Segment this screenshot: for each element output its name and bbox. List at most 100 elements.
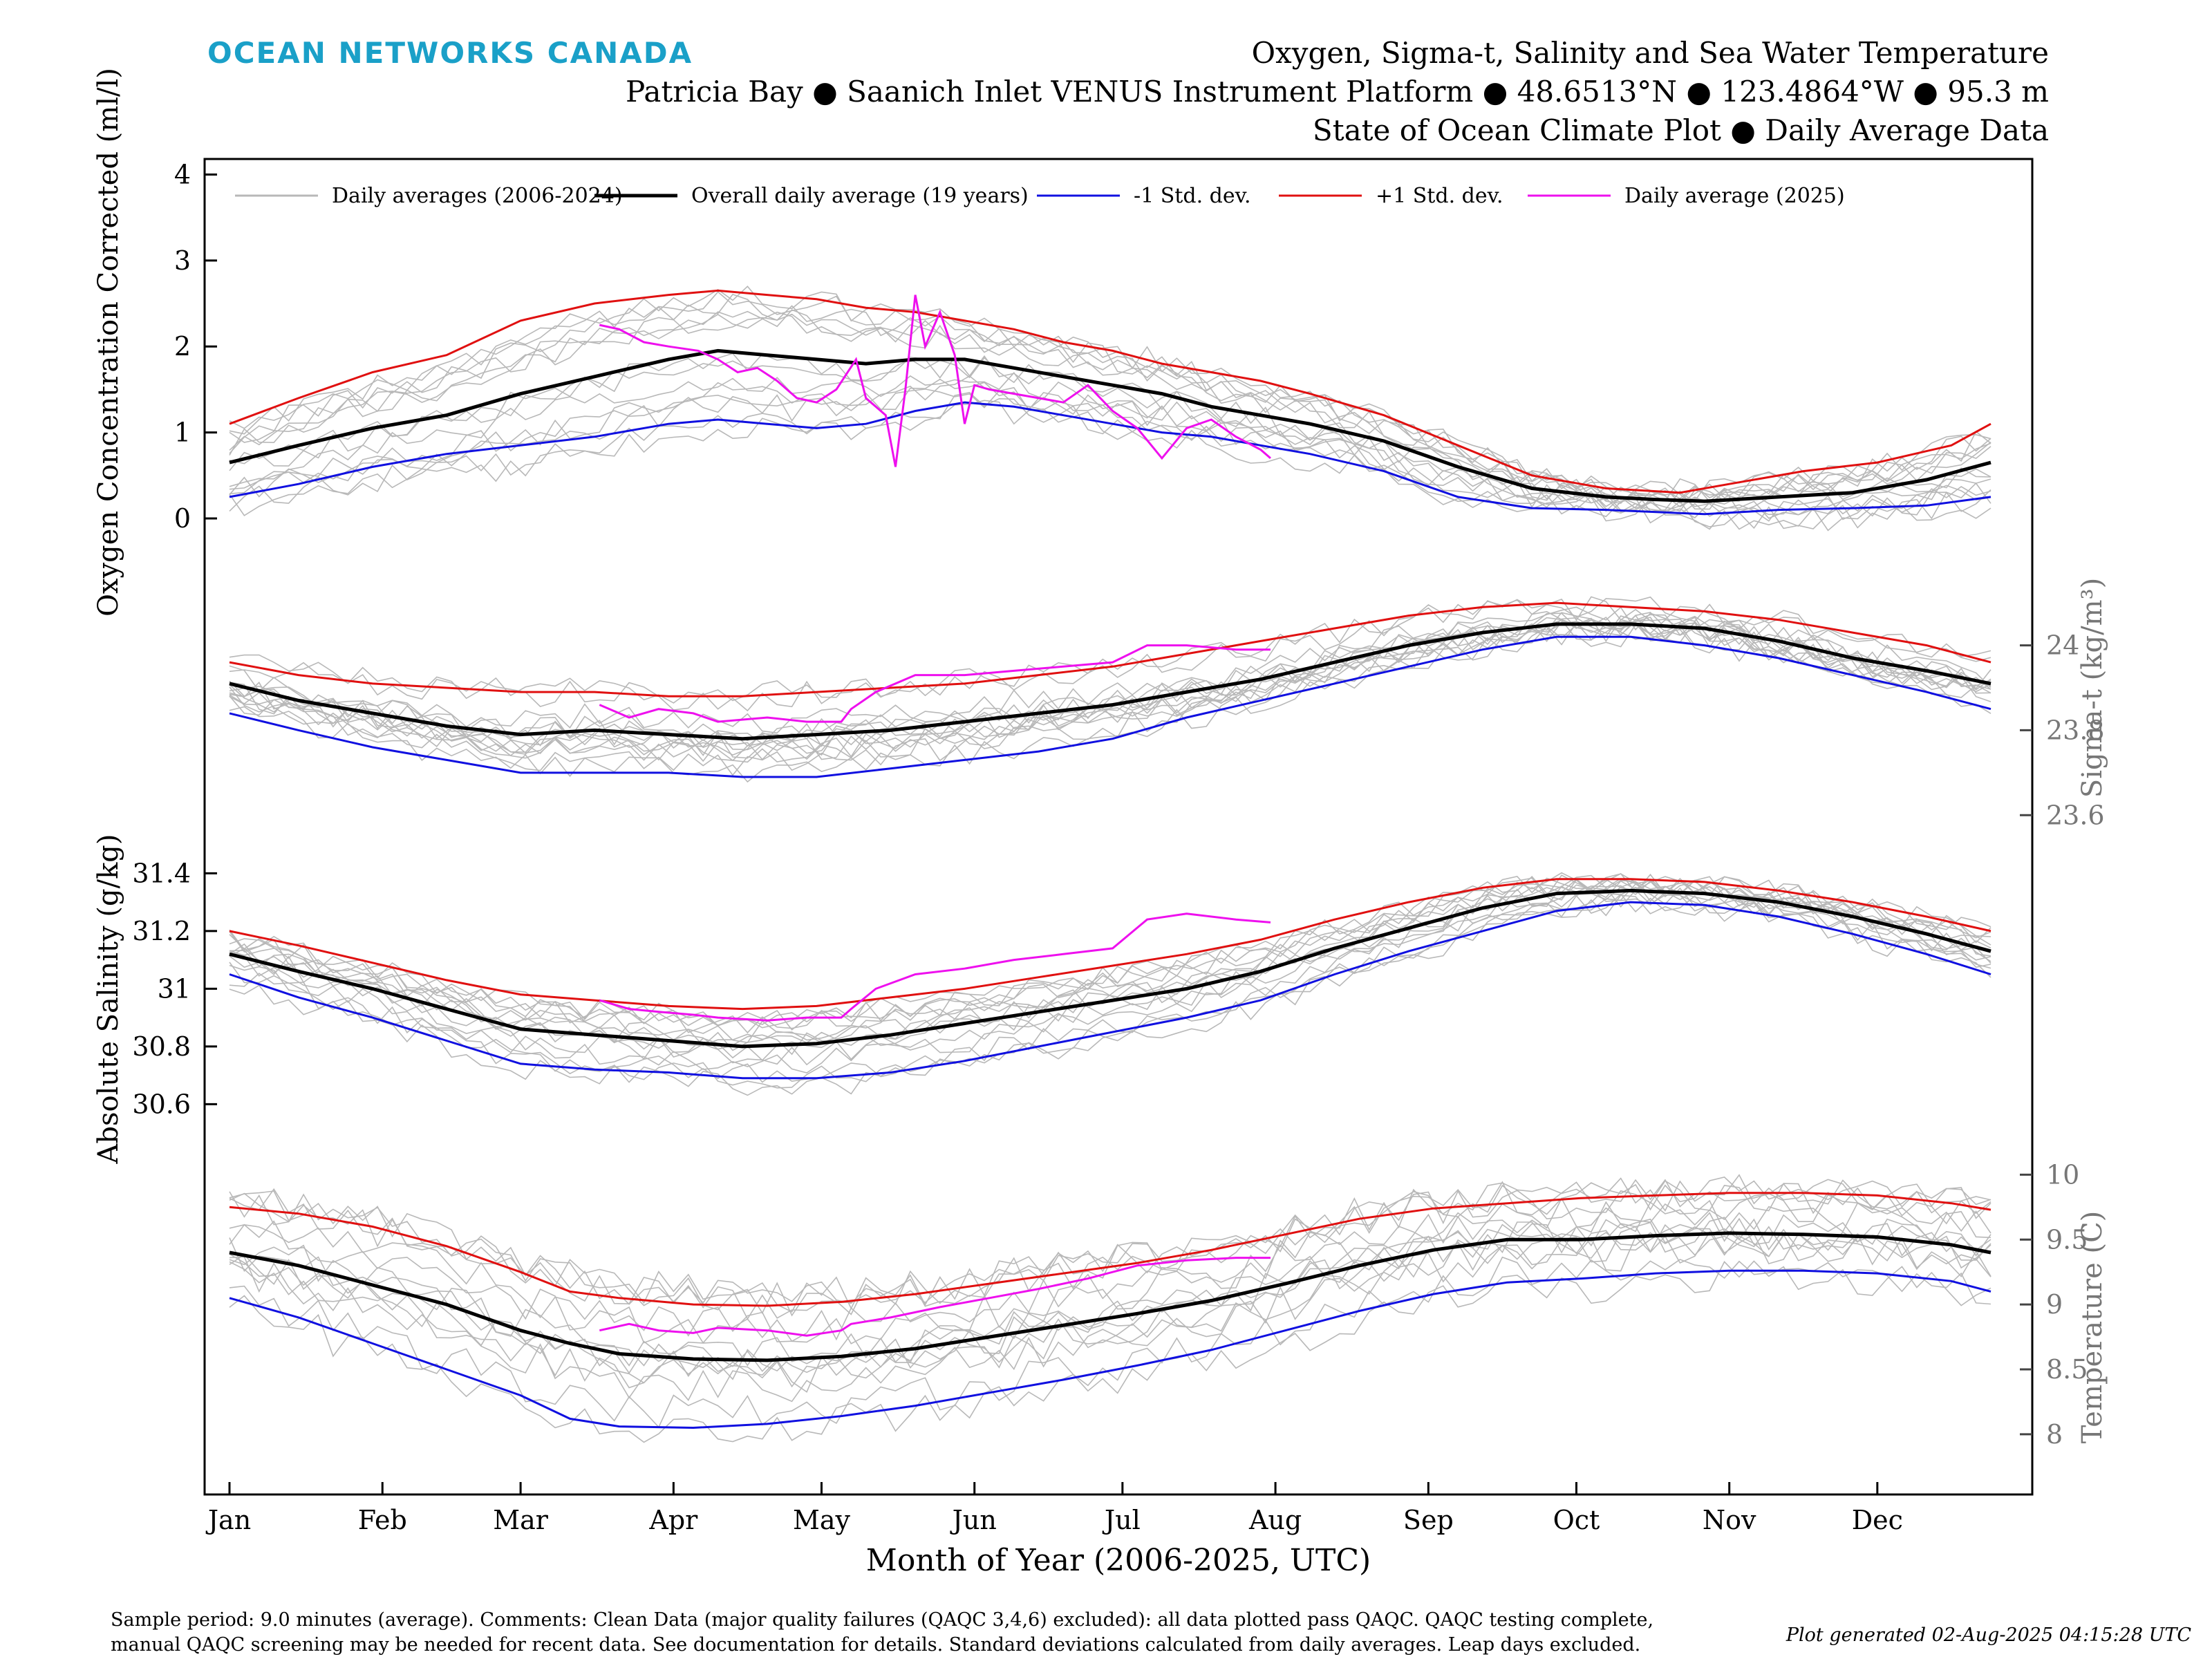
historical-series-oxygen — [229, 291, 1991, 502]
y-tick-label: 9 — [2046, 1289, 2063, 1320]
historical-series-oxygen — [229, 372, 1991, 516]
y-tick-label: 10 — [2046, 1159, 2079, 1190]
y-tick-label: 3 — [174, 245, 191, 276]
historical-series-salinity — [229, 894, 1991, 1096]
generated-timestamp: Plot generated 02-Aug-2025 04:15:28 UTC — [1785, 1624, 2191, 1646]
historical-series-oxygen — [229, 309, 1991, 504]
chart-subtitle: State of Ocean Climate Plot ● Daily Aver… — [1312, 113, 2049, 147]
x-tick-label: Mar — [493, 1505, 549, 1535]
current-year-line-oxygen — [599, 294, 1271, 467]
y-tick-label: 23.6 — [2046, 800, 2105, 830]
historical-series-salinity — [229, 878, 1991, 1047]
historical-series-temperature — [229, 1218, 1991, 1374]
historical-series-oxygen — [229, 400, 1991, 532]
historical-series-oxygen — [229, 392, 1991, 529]
historical-series-temperature — [229, 1212, 1991, 1367]
historical-series-oxygen — [229, 353, 1991, 513]
y-axis-label-sigma-t: Sigma-t (kg/m³) — [2077, 578, 2108, 798]
historical-series-salinity — [229, 887, 1991, 1074]
y-tick-label: 23.8 — [2046, 715, 2105, 745]
historical-series-temperature — [229, 1192, 1991, 1342]
y-tick-label: 2 — [174, 331, 191, 362]
y-axis-label-oxygen: Oxygen Concentration Corrected (ml/l) — [93, 68, 124, 617]
x-tick-label: Sep — [1403, 1505, 1454, 1535]
historical-series-sigma-t — [229, 612, 1991, 744]
minus-sd-line-salinity — [229, 901, 1991, 1080]
legend-label: +1 Std. dev. — [1376, 184, 1503, 208]
x-tick-label: Aug — [1248, 1505, 1302, 1535]
chart-location: Patricia Bay ● Saanich Inlet VENUS Instr… — [625, 75, 2049, 109]
y-axis-label-temperature: Temperature (C) — [2077, 1211, 2108, 1444]
minus-sd-line-temperature — [229, 1269, 1991, 1430]
legend-label: Daily average (2025) — [1624, 184, 1845, 208]
plus-sd-line-temperature — [229, 1192, 1991, 1307]
x-tick-label: Nov — [1703, 1505, 1756, 1535]
legend-label: Daily averages (2006-2024) — [332, 184, 623, 208]
y-tick-label: 4 — [174, 159, 191, 189]
historical-series-salinity — [229, 879, 1991, 1051]
minus-sd-line-oxygen — [229, 401, 1991, 516]
historical-series-oxygen — [229, 293, 1991, 500]
historical-series-oxygen — [229, 285, 1991, 503]
historical-series-salinity — [229, 880, 1991, 1056]
y-tick-label: 30.6 — [132, 1089, 191, 1119]
x-axis-label: Month of Year (2006-2025, UTC) — [866, 1543, 1371, 1578]
x-tick-label: Oct — [1553, 1505, 1600, 1535]
x-tick-label: May — [793, 1505, 851, 1535]
plus-sd-line-salinity — [229, 878, 1991, 1011]
panel-salinity: 30.6 30.8 31 31.2 31.4 Absolute Salinity (g/k… — [93, 834, 1991, 1165]
mean-line-salinity — [229, 888, 1991, 1049]
current-year-line-temperature — [599, 1257, 1271, 1337]
y-tick-label: 31.4 — [132, 858, 191, 888]
footer-note-line1: Sample period: 9.0 minutes (average). Co… — [111, 1609, 1654, 1631]
legend-label: Overall daily average (19 years) — [691, 184, 1029, 208]
mean-line-sigma-t — [229, 622, 1991, 741]
y-tick-label: 8 — [2046, 1419, 2063, 1450]
historical-series-oxygen — [229, 355, 1991, 512]
mean-line-temperature — [229, 1231, 1991, 1362]
panel-oxygen: 0 1 2 3 4 Oxygen Concentration Corrected (ml/… — [93, 68, 1991, 617]
historical-series-salinity — [229, 892, 1991, 1083]
historical-series-temperature — [229, 1224, 1991, 1388]
y-tick-label: 24 — [2046, 630, 2079, 661]
x-tick-label: Apr — [648, 1505, 698, 1535]
historical-series-temperature — [229, 1228, 1991, 1393]
historical-series-sigma-t — [229, 617, 1991, 756]
footer-note-line2: manual QAQC screening may be needed for … — [111, 1634, 1641, 1656]
y-tick-label: 30.8 — [132, 1031, 191, 1062]
y-tick-label: 31.2 — [132, 916, 191, 946]
current-year-line-sigma-t — [599, 644, 1271, 723]
historical-series-salinity — [229, 872, 1991, 1031]
historical-series-temperature — [229, 1177, 1991, 1313]
historical-series-sigma-t — [229, 624, 1991, 783]
legend: Daily averages (2006-2024) Overall daily … — [235, 184, 1845, 208]
y-tick-label: 9.5 — [2046, 1224, 2088, 1255]
x-tick-label: Feb — [358, 1505, 407, 1535]
y-tick-label: 1 — [174, 418, 191, 448]
y-axis-label-salinity: Absolute Salinity (g/kg) — [93, 834, 124, 1164]
plus-sd-line-oxygen — [229, 289, 1991, 494]
mean-line-oxygen — [229, 348, 1991, 503]
x-tick-label: Jul — [1102, 1505, 1141, 1535]
minus-sd-line-sigma-t — [229, 635, 1991, 778]
historical-series-temperature — [229, 1260, 1991, 1443]
brand-logo: OCEAN NETWORKS CANADA — [207, 36, 693, 70]
y-tick-label: 8.5 — [2046, 1354, 2088, 1385]
historical-series-salinity — [229, 893, 1991, 1089]
panel-temperature: 8 8.5 9 9.5 10 Temperature (C) — [229, 1159, 2108, 1450]
current-year-line-salinity — [599, 912, 1271, 1022]
plot-frame — [203, 158, 2034, 1496]
historical-series-temperature — [229, 1177, 1991, 1317]
historical-series-temperature — [229, 1199, 1991, 1344]
plus-sd-line-sigma-t — [229, 601, 1991, 697]
chart-title: Oxygen, Sigma-t, Salinity and Sea Water … — [1251, 36, 2049, 70]
x-tick-label: Jun — [950, 1505, 997, 1535]
historical-series-sigma-t — [229, 621, 1991, 776]
y-tick-label: 0 — [174, 503, 191, 534]
historical-series-oxygen — [229, 311, 1991, 503]
x-tick-label: Jan — [205, 1505, 251, 1535]
legend-label: -1 Std. dev. — [1134, 184, 1251, 208]
historical-series-oxygen — [229, 386, 1991, 522]
